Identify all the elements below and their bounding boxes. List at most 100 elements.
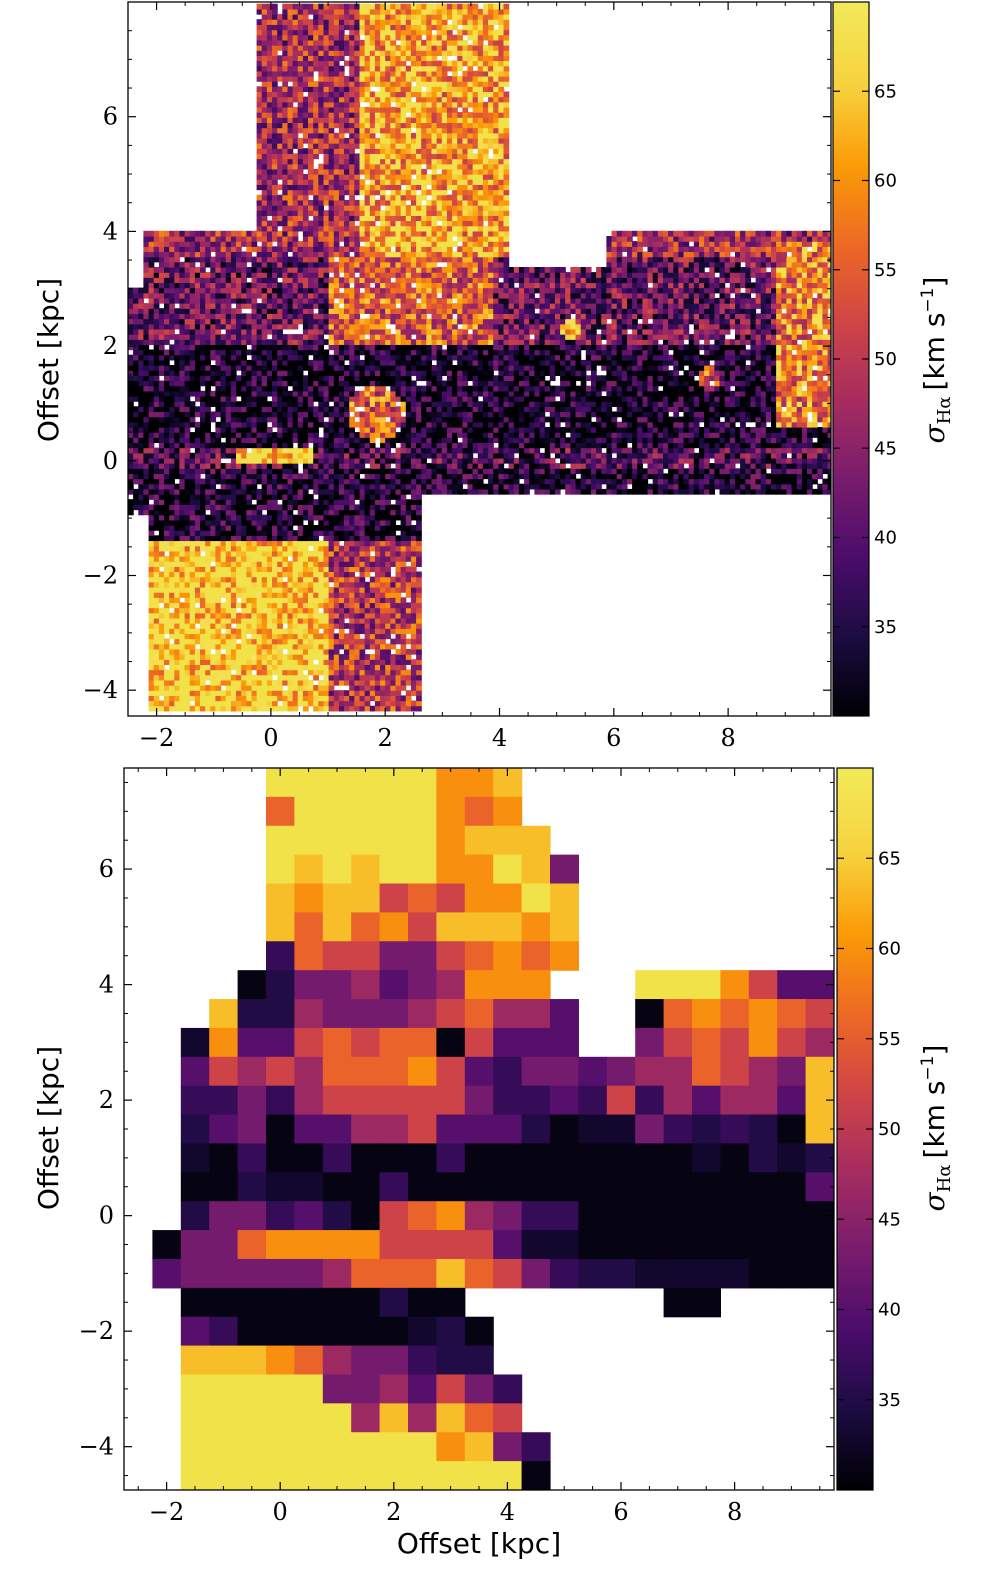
map-pixel xyxy=(189,483,196,490)
map-pixel xyxy=(426,411,433,418)
map-pixel xyxy=(194,664,201,671)
map-pixel xyxy=(251,411,258,418)
map-pixel xyxy=(693,416,700,423)
map-pixel xyxy=(750,473,757,480)
map-pixel xyxy=(693,483,700,490)
map-pixel xyxy=(410,674,417,681)
map-pixel xyxy=(369,530,376,536)
map-pixel xyxy=(668,401,674,407)
map-pixel xyxy=(518,463,525,469)
map-pixel xyxy=(148,447,155,454)
map-pixel xyxy=(560,463,566,469)
map-pixel xyxy=(251,602,258,609)
map-pixel xyxy=(287,447,294,454)
map-pixel xyxy=(580,385,587,392)
map-pixel xyxy=(205,587,211,593)
map-pixel xyxy=(462,468,469,475)
map-pixel xyxy=(236,669,242,676)
map-pixel xyxy=(369,452,376,459)
map-pixel xyxy=(261,638,268,645)
map-pixel xyxy=(215,437,222,444)
map-pixel xyxy=(611,437,618,444)
map-pixel xyxy=(323,623,330,629)
map-pixel xyxy=(261,525,268,531)
map-pixel xyxy=(220,401,227,407)
map-pixel xyxy=(277,597,283,604)
map-pixel xyxy=(241,612,247,619)
map-pixel xyxy=(791,406,798,413)
map-pixel xyxy=(344,550,350,557)
map-pixel xyxy=(781,478,788,485)
map-pixel xyxy=(380,530,386,536)
map-pixel xyxy=(354,447,361,454)
map-pixel xyxy=(765,442,772,449)
map-pixel xyxy=(277,617,283,624)
map-pixel xyxy=(194,390,201,397)
map-pixel xyxy=(709,421,716,428)
map-pixel xyxy=(344,401,350,407)
map-pixel xyxy=(328,509,335,516)
map-pixel xyxy=(230,597,237,604)
map-pixel xyxy=(236,674,242,681)
map-pixel xyxy=(812,457,818,464)
map-pixel xyxy=(477,411,484,418)
map-pixel xyxy=(477,437,484,444)
map-pixel xyxy=(246,628,253,635)
map-pixel xyxy=(601,457,607,464)
map-pixel xyxy=(302,612,309,619)
map-pixel xyxy=(380,545,386,552)
map-pixel xyxy=(302,674,309,681)
map-pixel xyxy=(349,483,355,490)
map-pixel xyxy=(565,488,571,495)
map-pixel xyxy=(313,623,319,629)
map-pixel xyxy=(333,530,340,536)
map-pixel xyxy=(673,437,680,444)
map-pixel xyxy=(236,406,242,413)
map-pixel xyxy=(441,478,448,485)
map-pixel xyxy=(400,623,407,629)
map-pixel xyxy=(452,452,458,459)
map-pixel xyxy=(302,401,309,407)
map-pixel xyxy=(230,525,237,531)
map-pixel xyxy=(395,556,402,562)
map-pixel xyxy=(359,705,366,712)
map-pixel xyxy=(256,654,263,660)
map-pixel xyxy=(570,468,577,475)
map-pixel xyxy=(349,674,355,681)
map-pixel xyxy=(323,483,330,490)
map-pixel xyxy=(354,432,361,438)
map-pixel xyxy=(395,602,402,609)
map-pixel xyxy=(323,457,330,464)
map-pixel xyxy=(179,556,186,562)
map-pixel xyxy=(292,432,299,438)
map-pixel xyxy=(230,478,237,485)
map-pixel xyxy=(729,437,736,444)
map-pixel xyxy=(539,416,546,423)
map-pixel xyxy=(143,442,150,449)
map-pixel xyxy=(148,695,155,702)
map-pixel xyxy=(755,437,762,444)
map-pixel xyxy=(503,468,510,475)
map-pixel xyxy=(230,659,237,665)
map-pixel xyxy=(637,427,643,433)
map-pixel xyxy=(261,452,268,459)
map-pixel xyxy=(128,411,134,418)
map-pixel xyxy=(194,499,201,505)
map-pixel xyxy=(297,700,304,707)
map-pixel xyxy=(688,406,695,413)
map-pixel xyxy=(292,700,299,707)
map-pixel xyxy=(390,643,397,650)
map-pixel xyxy=(750,488,757,495)
map-pixel xyxy=(230,674,237,681)
map-pixel xyxy=(678,437,685,444)
map-pixel xyxy=(771,473,777,480)
map-pixel xyxy=(246,406,253,413)
map-pixel xyxy=(236,457,242,464)
map-pixel xyxy=(164,463,170,469)
map-pixel xyxy=(251,659,258,665)
map-pixel xyxy=(272,447,278,454)
map-pixel xyxy=(169,499,175,505)
map-pixel xyxy=(657,488,664,495)
map-pixel xyxy=(302,411,309,418)
map-pixel xyxy=(657,442,664,449)
